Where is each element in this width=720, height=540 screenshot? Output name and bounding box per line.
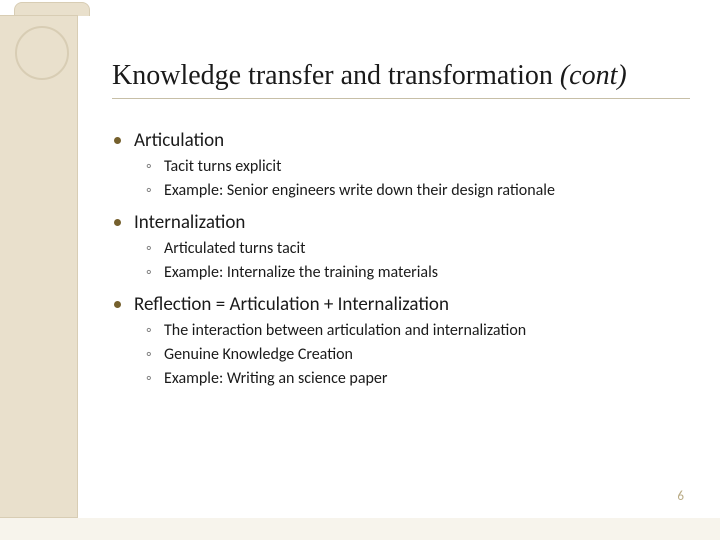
bullet-l2: Example: Senior engineers write down the…: [164, 180, 690, 202]
bullet-heading: Reflection = Articulation + Internalizat…: [134, 293, 449, 316]
bullet-sub: Example: Senior engineers write down the…: [164, 181, 555, 200]
slide-content: Knowledge transfer and transformation (c…: [112, 60, 690, 391]
bullet-sub: Example: Internalize the training materi…: [164, 263, 438, 282]
title-italic: (cont): [560, 60, 627, 91]
bullet-heading: Internalization: [134, 211, 245, 234]
slide-tab: [14, 2, 90, 16]
title-text: Knowledge transfer and transformation: [112, 60, 560, 91]
bullet-l2: Articulated turns tacit: [164, 238, 690, 260]
bullet-l2: Example: Writing an science paper: [164, 368, 690, 390]
side-band-decoration: [0, 15, 78, 518]
bullet-l1: Internalization: [134, 211, 690, 234]
slide-title: Knowledge transfer and transformation (c…: [112, 60, 690, 99]
bullet-l2: Example: Internalize the training materi…: [164, 262, 690, 284]
bullet-l1: Articulation: [134, 129, 690, 152]
page-number: 6: [677, 489, 684, 504]
bullet-l2: Tacit turns explicit: [164, 156, 690, 178]
bullet-sub: The interaction between articulation and…: [164, 321, 526, 340]
bullet-sub: Articulated turns tacit: [164, 239, 306, 258]
bullet-heading: Articulation: [134, 129, 224, 152]
bullet-l1: Reflection = Articulation + Internalizat…: [134, 293, 690, 316]
bullet-sub: Tacit turns explicit: [164, 157, 281, 176]
bullet-sub: Example: Writing an science paper: [164, 369, 387, 388]
bottom-band-decoration: [0, 518, 720, 540]
bullet-l2: The interaction between articulation and…: [164, 320, 690, 342]
bullet-sub: Genuine Knowledge Creation: [164, 345, 353, 364]
bullet-l2: Genuine Knowledge Creation: [164, 344, 690, 366]
